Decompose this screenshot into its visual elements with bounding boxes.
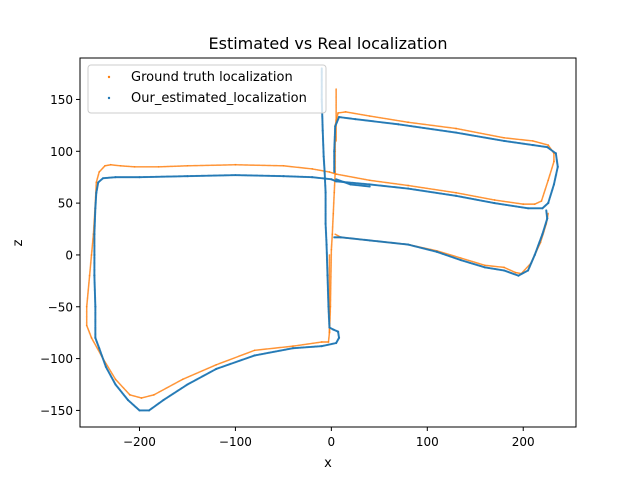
scatter-point	[368, 185, 371, 188]
legend: Ground truth localization Our_estimated_…	[87, 64, 327, 114]
x-tick-label: −200	[123, 435, 156, 449]
scatter-point	[547, 212, 550, 215]
series-ground-truth	[85, 88, 555, 399]
y-axis-label: z	[11, 239, 26, 246]
y-tick-label: 100	[50, 145, 73, 159]
x-tick-label: 200	[512, 435, 535, 449]
scatter-point	[545, 209, 548, 212]
x-tick-label: 0	[328, 435, 336, 449]
y-tick-label: −150	[40, 404, 73, 418]
y-tick-label: −50	[48, 300, 73, 314]
y-tick-label: 0	[65, 248, 73, 262]
y-tick-label: 150	[50, 93, 73, 107]
legend-marker-ground-truth	[107, 75, 111, 79]
y-tick-label: −100	[40, 352, 73, 366]
series-estimated	[93, 67, 559, 412]
plot-area	[85, 67, 559, 412]
legend-box	[87, 64, 327, 114]
axis-ticks: −200 −100 0 100 200 −150 −100 −50 0 50 100 150	[40, 93, 535, 449]
x-axis-label: x	[324, 456, 332, 471]
x-tick-label: 100	[416, 435, 439, 449]
legend-label-ground-truth: Ground truth localization	[131, 70, 293, 85]
chart-title: Estimated vs Real localization	[209, 34, 448, 53]
scatter-point	[328, 331, 331, 334]
scatter-point	[335, 140, 337, 142]
legend-marker-estimated	[107, 96, 111, 100]
x-tick-label: −100	[219, 435, 252, 449]
y-tick-label: 50	[58, 197, 73, 211]
legend-label-estimated: Our_estimated_localization	[131, 91, 307, 106]
axes-frame	[79, 57, 577, 428]
scatter-point	[333, 170, 336, 174]
